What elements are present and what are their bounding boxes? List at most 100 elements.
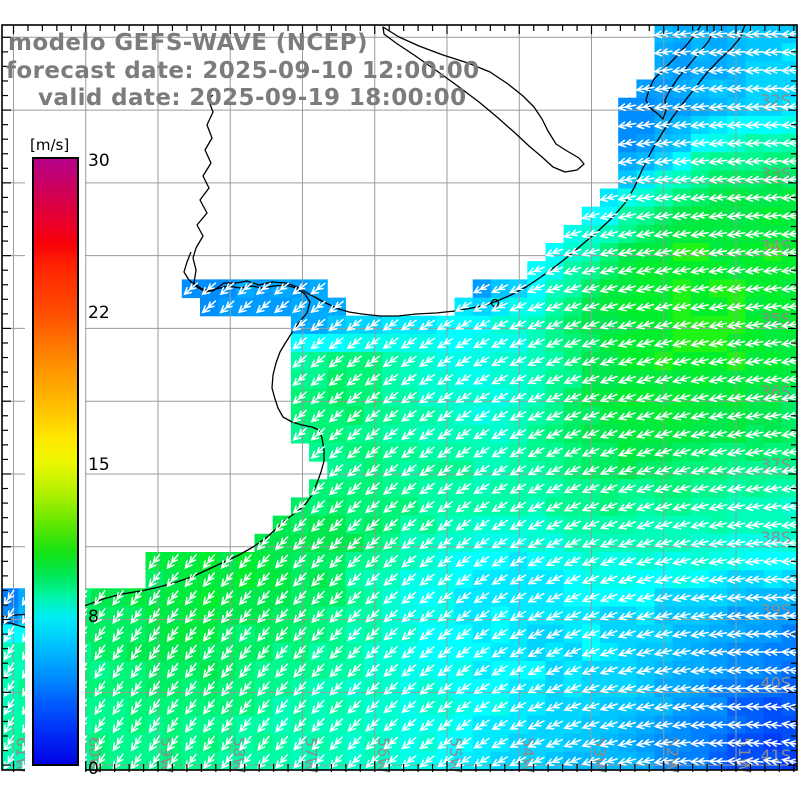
wave-arrow — [726, 429, 746, 439]
wave-arrow — [275, 645, 289, 660]
wave-arrow — [166, 572, 179, 588]
wave-arrow — [653, 175, 673, 184]
wave-arrow — [635, 84, 655, 93]
wave-arrow — [671, 302, 691, 312]
wave-arrow — [599, 683, 618, 694]
wave-arrow — [184, 553, 197, 570]
wave-arrow — [653, 48, 673, 57]
wave-arrow — [689, 121, 710, 130]
wave-arrow — [581, 265, 600, 275]
wave-arrow — [437, 573, 454, 586]
wave-arrow — [671, 211, 691, 221]
wave-arrow — [383, 682, 399, 696]
wave-arrow — [473, 574, 490, 586]
wave-arrow — [653, 502, 673, 512]
wave-arrow — [635, 229, 655, 239]
wave-arrow — [437, 719, 454, 731]
wave-arrow — [346, 391, 362, 405]
wave-arrow — [635, 247, 655, 257]
wave-direction-arrows — [3, 30, 797, 770]
wave-arrow — [581, 465, 600, 476]
wave-arrow — [635, 738, 655, 748]
wave-arrow — [527, 538, 545, 548]
wave-arrow — [220, 644, 234, 661]
wave-arrow — [563, 665, 582, 676]
wave-arrow — [726, 575, 746, 584]
wave-arrow — [671, 48, 691, 57]
wave-arrow — [708, 520, 728, 530]
wave-arrow — [293, 717, 307, 733]
wave-arrow — [509, 519, 527, 531]
wave-arrow — [491, 356, 509, 367]
wave-arrow — [653, 211, 673, 221]
wave-arrow — [419, 519, 435, 532]
wave-arrow — [635, 338, 655, 348]
wave-arrow — [184, 626, 197, 643]
wave-arrow — [672, 429, 691, 439]
wave-arrow — [744, 575, 764, 584]
wave-arrow — [437, 610, 453, 622]
wave-arrow — [401, 591, 417, 605]
wave-arrow — [346, 409, 362, 423]
wave-arrow — [220, 626, 234, 642]
wave-arrow — [202, 608, 216, 624]
wave-arrow — [364, 446, 381, 459]
wave-arrow — [418, 392, 436, 404]
wave-arrow — [257, 735, 270, 751]
wave-arrow — [726, 211, 746, 221]
wave-arrow — [346, 427, 362, 441]
wave-arrow — [328, 427, 344, 441]
wave-arrow — [310, 518, 325, 533]
wave-arrow — [220, 662, 234, 679]
wave-arrow — [491, 683, 508, 694]
wave-arrow — [472, 356, 490, 367]
wave-arrow — [744, 66, 764, 75]
wave-arrow — [365, 554, 380, 568]
map-frame — [1, 24, 798, 771]
wave-arrow — [401, 718, 417, 732]
wave-arrow — [689, 48, 710, 57]
wave-arrow — [166, 680, 179, 697]
wave-arrow — [491, 392, 509, 403]
wave-arrow — [311, 627, 325, 642]
wave-arrow — [563, 647, 582, 657]
wave-arrow — [239, 681, 252, 697]
wave-arrow — [690, 611, 710, 621]
wave-arrow — [708, 484, 728, 494]
wave-arrow — [293, 590, 307, 606]
wave-arrow — [203, 753, 215, 770]
wave-arrow — [563, 374, 582, 385]
wave-arrow — [545, 574, 563, 585]
wave-arrow — [563, 520, 582, 530]
wave-arrow — [509, 538, 527, 549]
wave-arrow — [112, 717, 124, 734]
wave-arrow — [509, 683, 527, 694]
wave-arrow — [365, 518, 380, 532]
wave-arrow — [347, 700, 362, 714]
wave-arrow — [599, 229, 618, 239]
wave-arrow — [689, 157, 710, 166]
wave-arrow — [617, 629, 636, 639]
wave-arrow — [527, 629, 545, 639]
wave-arrow — [3, 716, 15, 734]
wave-arrow — [563, 320, 582, 330]
wave-arrow — [401, 555, 417, 568]
wave-arrow — [671, 593, 691, 603]
wave-arrow — [94, 698, 106, 716]
wave-arrow — [599, 520, 618, 530]
wave-arrow — [437, 664, 453, 677]
wave-arrow — [635, 538, 655, 548]
wave-arrow — [581, 574, 600, 585]
wave-arrow — [690, 375, 709, 384]
wave-arrow — [744, 757, 764, 766]
wave-arrow — [726, 393, 746, 403]
wave-arrow — [545, 338, 564, 348]
wave-arrow — [202, 554, 216, 570]
wave-arrow — [762, 448, 782, 457]
wave-arrow — [491, 410, 509, 421]
wave-arrow — [599, 247, 618, 257]
wave-arrow — [563, 592, 582, 603]
wave-arrow — [635, 520, 655, 530]
wave-arrow — [94, 608, 106, 625]
wave-arrow — [689, 739, 710, 748]
